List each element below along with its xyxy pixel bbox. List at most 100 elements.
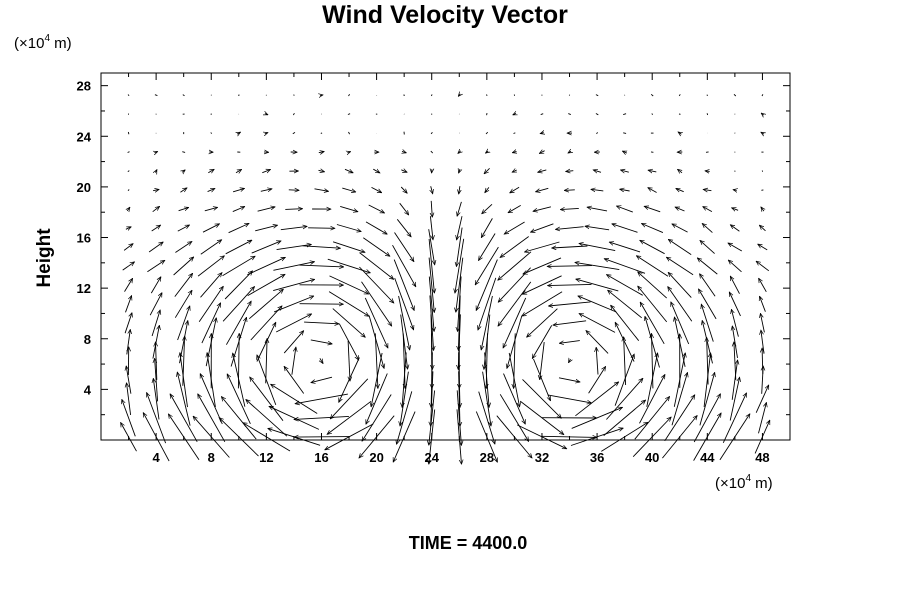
wind-vector <box>513 132 516 134</box>
y-unit-prefix: (×10 <box>14 35 44 52</box>
wind-vector <box>729 377 739 421</box>
wind-vector <box>393 259 414 311</box>
wind-vector <box>325 423 374 450</box>
wind-vector <box>332 308 366 338</box>
wind-vector <box>566 171 574 172</box>
y-tick-label: 8 <box>84 332 91 347</box>
wind-vector <box>127 170 130 172</box>
wind-vector <box>668 272 692 298</box>
wind-vector <box>593 170 602 172</box>
chart-title: Wind Velocity Vector <box>322 1 568 29</box>
wind-vector <box>348 94 350 97</box>
y-axis-label: Height <box>34 228 55 288</box>
wind-vector <box>760 296 766 312</box>
wind-vector <box>559 340 580 344</box>
wind-vector <box>246 400 288 437</box>
x-tick-label: 12 <box>259 450 273 465</box>
wind-vector <box>222 287 254 322</box>
wind-vector <box>579 314 616 333</box>
wind-vector <box>174 290 192 318</box>
wind-vector <box>611 305 640 341</box>
wind-vector <box>359 252 394 280</box>
y-tick-label: 16 <box>77 231 91 246</box>
wind-vector <box>400 371 409 426</box>
wind-vector <box>517 424 567 450</box>
wind-vector <box>200 240 222 255</box>
x-unit-prefix: (×10 <box>715 475 745 492</box>
wind-vector <box>373 169 380 173</box>
wind-vector <box>368 315 384 369</box>
wind-vector <box>755 385 770 413</box>
wind-vector <box>311 376 333 382</box>
y-tick-label: 4 <box>84 382 92 397</box>
wind-vector <box>459 169 460 173</box>
wind-vector <box>348 131 351 135</box>
wind-vector <box>340 205 358 211</box>
wind-vector <box>293 94 295 96</box>
wind-vector <box>288 190 299 191</box>
wind-vector <box>291 347 296 375</box>
wind-vector <box>722 393 747 443</box>
wind-vector <box>429 409 436 465</box>
wind-vector <box>237 132 240 134</box>
wind-vector <box>396 219 411 237</box>
wind-vector <box>182 151 186 153</box>
wind-vector <box>330 378 369 419</box>
wind-vector <box>327 258 371 273</box>
wind-vector <box>125 296 132 313</box>
wind-vector <box>273 279 315 292</box>
wind-vector <box>498 251 532 280</box>
y-tick-label: 12 <box>77 281 91 296</box>
wind-vector <box>496 415 532 458</box>
wind-vector <box>731 309 739 337</box>
wind-vector <box>457 201 462 216</box>
wind-vector <box>431 186 433 194</box>
wind-vector <box>348 152 351 153</box>
wind-vector <box>732 208 739 211</box>
wind-vector <box>733 93 737 97</box>
wind-vector <box>200 273 223 298</box>
wind-vector <box>431 314 432 369</box>
wind-vector <box>648 188 657 193</box>
wind-vector <box>650 93 654 97</box>
x-tick-label: 4 <box>153 450 161 465</box>
wind-vector <box>226 374 251 424</box>
wind-vector <box>536 187 549 192</box>
wind-vector <box>124 313 132 334</box>
wind-vector <box>666 257 694 276</box>
wind-vector <box>575 382 618 417</box>
wind-vector <box>478 277 497 330</box>
wind-vector <box>255 225 277 232</box>
wind-vector <box>224 271 252 300</box>
wind-vector <box>127 94 130 97</box>
wind-vector <box>648 170 657 172</box>
wind-vector <box>730 276 740 294</box>
wind-vector <box>458 314 461 369</box>
wind-vector <box>732 326 738 358</box>
wind-vector <box>371 187 382 194</box>
wind-vector <box>122 262 135 271</box>
wind-vector <box>292 132 296 135</box>
wind-vector <box>697 258 718 275</box>
wind-vector <box>553 320 587 325</box>
wind-vector <box>479 233 496 261</box>
wind-vector <box>485 187 489 192</box>
wind-vector <box>198 286 223 322</box>
wind-vector <box>540 133 544 134</box>
wind-vector <box>640 240 665 255</box>
wind-vector <box>149 293 162 316</box>
wind-vector <box>368 204 385 214</box>
wind-vector <box>513 113 516 116</box>
wind-vector <box>207 189 215 192</box>
wind-vector <box>645 316 660 368</box>
wind-vector <box>547 266 592 267</box>
y-unit-label: (×104 m) <box>14 33 72 52</box>
wind-vector <box>362 394 392 442</box>
wind-vector <box>522 275 562 295</box>
wind-vector <box>456 257 464 313</box>
wind-vector <box>759 225 766 232</box>
wind-vector <box>310 339 332 344</box>
wind-vector <box>614 322 635 362</box>
wind-vector <box>458 94 460 96</box>
wind-vector <box>504 221 525 234</box>
